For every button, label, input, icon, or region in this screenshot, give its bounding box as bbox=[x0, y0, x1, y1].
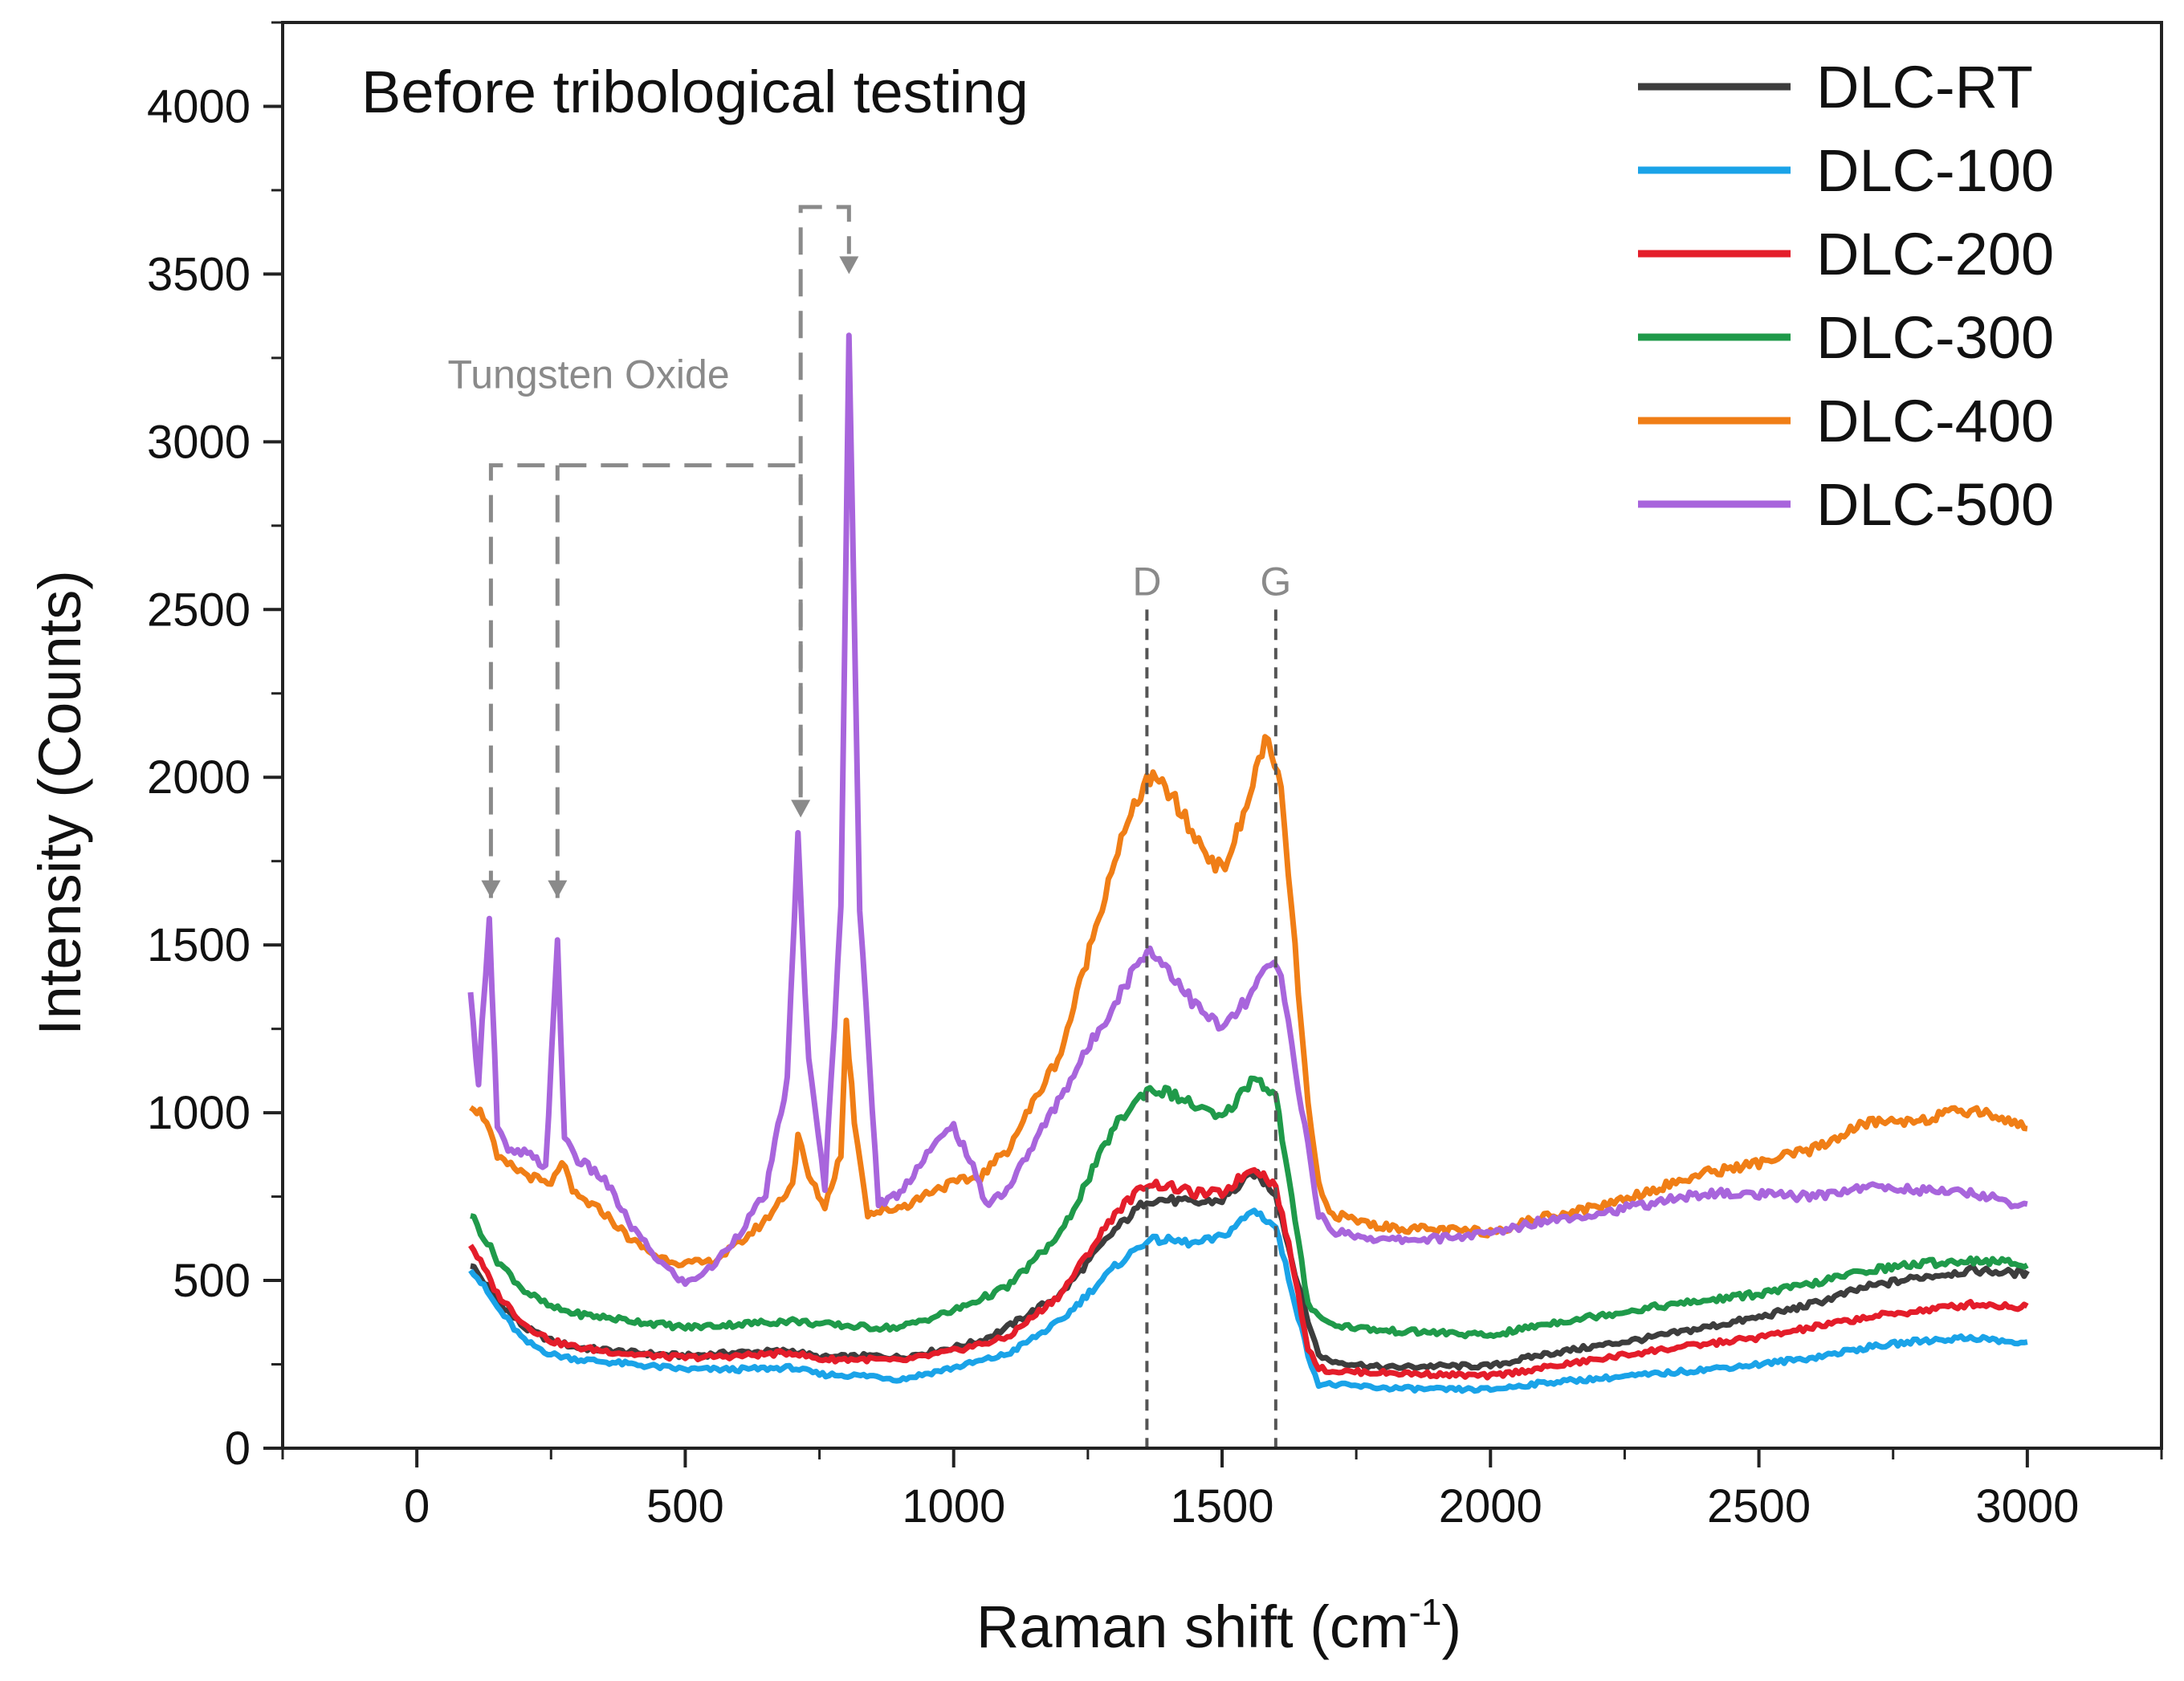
legend: DLC-RT DLC-100 DLC-200 DLC-300 DLC-400 DLC-50… bbox=[1638, 54, 2054, 538]
y-tick-label: 0 bbox=[225, 1423, 251, 1475]
x-tick-label: 2000 bbox=[1439, 1480, 1542, 1532]
x-axis-title-close: ) bbox=[1441, 1593, 1461, 1660]
d-band-label: D bbox=[1132, 559, 1161, 604]
y-tick-label: 500 bbox=[173, 1255, 251, 1307]
tungsten-bracket-main bbox=[488, 463, 803, 898]
legend-label-dlc-500: DLC-500 bbox=[1816, 471, 2054, 538]
x-tick-label: 0 bbox=[404, 1480, 430, 1532]
x-tick-label: 2500 bbox=[1707, 1480, 1811, 1532]
series-line-dlc-200 bbox=[468, 1166, 2029, 1381]
tungsten-bracket-top bbox=[798, 205, 851, 798]
x-tick-label: 3000 bbox=[1975, 1480, 2079, 1532]
tungsten-arrow bbox=[839, 256, 859, 275]
x-axis-title-main: Raman shift (cm bbox=[976, 1593, 1409, 1660]
x-axis-title-sup: -1 bbox=[1409, 1591, 1442, 1633]
legend-label-dlc-300: DLC-300 bbox=[1816, 304, 2054, 371]
y-axis-title: Intensity (Counts) bbox=[26, 570, 93, 1036]
y-tick-label: 3500 bbox=[147, 248, 251, 300]
y-tick-label: 4000 bbox=[147, 80, 251, 132]
plot-area bbox=[467, 332, 2030, 1394]
series-line-dlc-400 bbox=[469, 734, 2028, 1268]
y-tick-label: 1000 bbox=[147, 1087, 251, 1139]
y-tick-label: 3000 bbox=[147, 416, 251, 468]
tungsten-arrow bbox=[481, 880, 501, 898]
tungsten-arrow bbox=[791, 800, 811, 818]
legend-label-dlc-rt: DLC-RT bbox=[1816, 54, 2033, 120]
tungsten-oxide-label: Tungsten Oxide bbox=[448, 352, 730, 397]
chart-title: Before tribological testing bbox=[361, 59, 1029, 125]
x-axis-title: Raman shift (cm-1) bbox=[976, 1591, 1461, 1660]
series-line-dlc-rt bbox=[470, 1168, 2030, 1373]
y-tick-label: 2000 bbox=[147, 751, 251, 804]
x-tick-label: 500 bbox=[646, 1480, 724, 1532]
series-line-dlc-300 bbox=[470, 1075, 2029, 1340]
legend-label-dlc-200: DLC-200 bbox=[1816, 221, 2054, 287]
legend-label-dlc-400: DLC-400 bbox=[1816, 388, 2054, 454]
series-line-dlc-100 bbox=[468, 1207, 2028, 1394]
legend-label-dlc-100: DLC-100 bbox=[1816, 137, 2054, 204]
tungsten-arrow bbox=[548, 880, 568, 898]
annotations: D G Tungsten Oxide bbox=[448, 205, 1291, 1448]
y-tick-label: 2500 bbox=[147, 584, 251, 636]
axes: 0 500 1000 1500 2000 2500 3000 0 500 1000 1500 2000… bbox=[147, 21, 2163, 1532]
y-tick-label: 1500 bbox=[147, 919, 251, 971]
x-tick-label: 1500 bbox=[1170, 1480, 1273, 1532]
x-tick-label: 1000 bbox=[902, 1480, 1005, 1532]
g-band-label: G bbox=[1260, 559, 1291, 604]
series-line-dlc-500 bbox=[467, 332, 2028, 1288]
